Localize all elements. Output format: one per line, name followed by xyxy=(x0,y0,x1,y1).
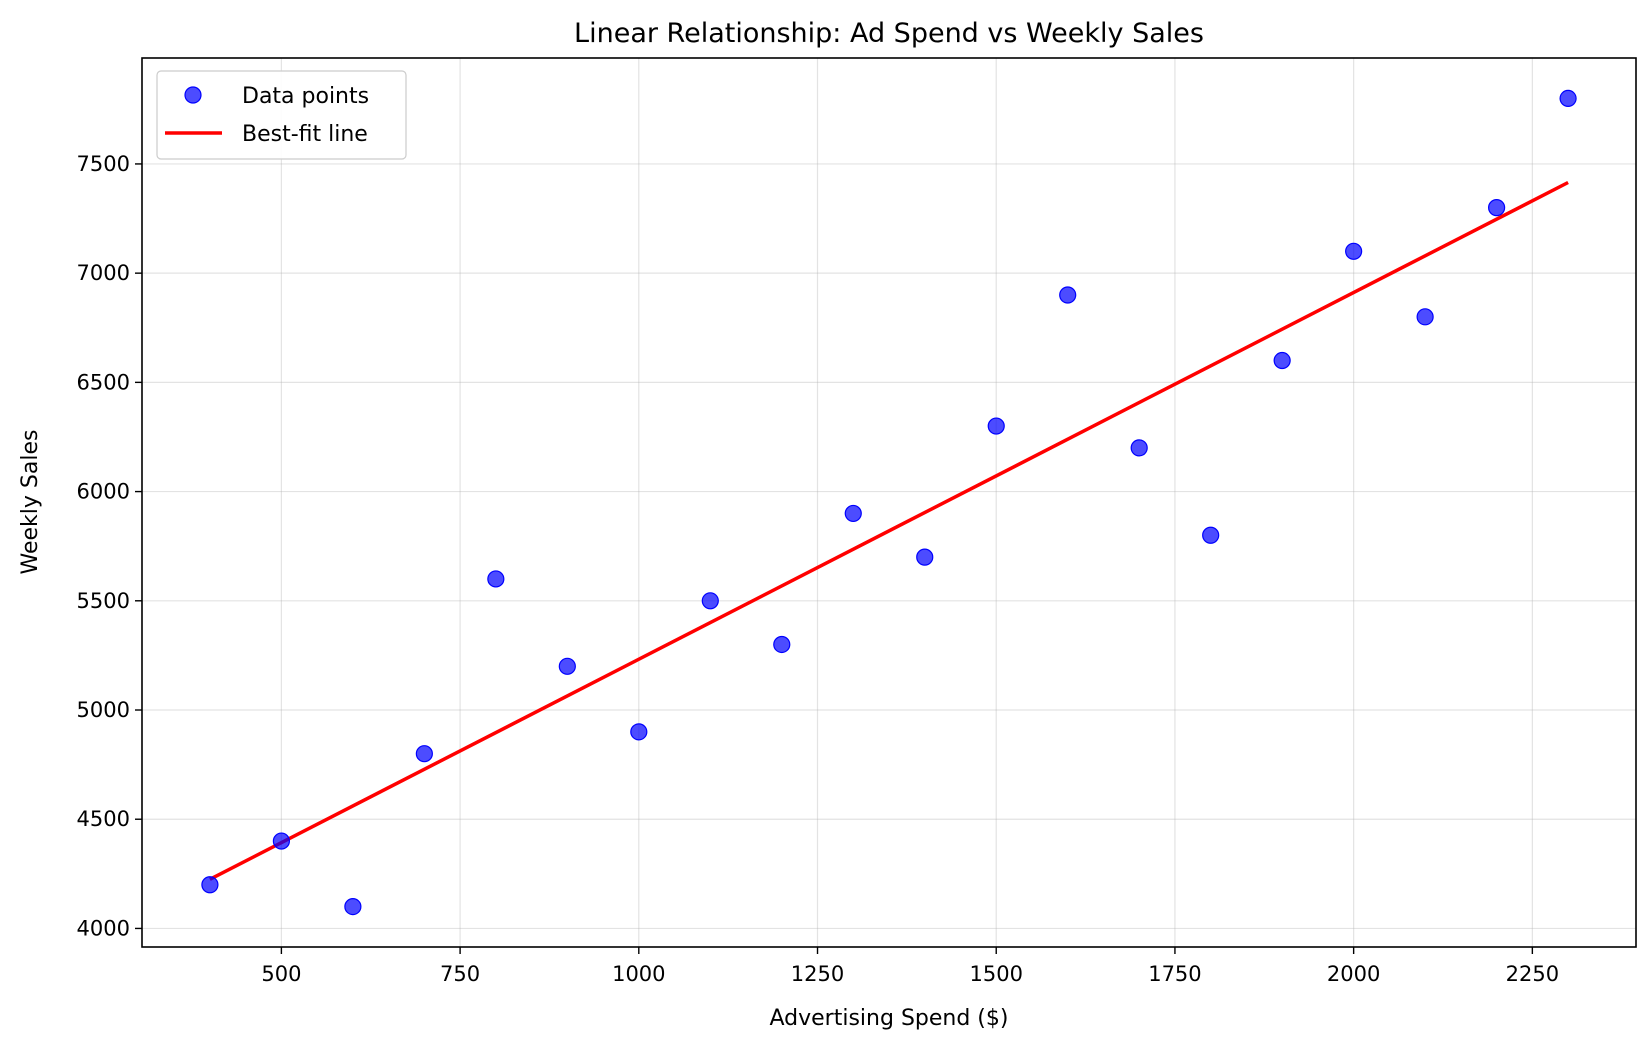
data-point xyxy=(1345,242,1363,260)
x-axis-ticks: 500 750 1000 1250 1500 1750 2000 2250 xyxy=(261,947,1559,986)
x-tick-label: 1250 xyxy=(791,962,844,986)
best-fit-line xyxy=(209,180,1569,881)
y-tick-label: 5000 xyxy=(77,698,130,722)
y-axis-ticks: 4000 4500 5000 5500 6000 6500 7000 7500 xyxy=(77,152,142,940)
data-point xyxy=(1559,89,1577,108)
best-fit-layer xyxy=(209,180,1569,881)
x-tick-label: 2000 xyxy=(1327,962,1380,986)
y-tick-label: 6500 xyxy=(77,370,130,394)
data-points-layer xyxy=(201,89,1577,916)
x-tick-label: 1750 xyxy=(1148,962,1201,986)
data-point xyxy=(987,417,1005,435)
data-point xyxy=(701,592,719,610)
data-point xyxy=(1059,286,1077,304)
data-point xyxy=(630,723,648,741)
data-point xyxy=(1202,526,1220,544)
x-axis-label: Advertising Spend ($) xyxy=(770,1006,1009,1031)
chart-title: Linear Relationship: Ad Spend vs Weekly … xyxy=(574,18,1204,49)
data-point xyxy=(344,897,362,916)
data-point xyxy=(558,657,576,675)
data-point xyxy=(916,548,934,566)
y-tick-label: 6000 xyxy=(77,480,130,504)
data-point xyxy=(1130,439,1148,457)
y-tick-label: 4500 xyxy=(77,807,130,831)
data-point xyxy=(272,832,290,850)
data-point xyxy=(415,745,433,763)
x-tick-label: 2250 xyxy=(1506,962,1559,986)
y-axis-label: Weekly Sales xyxy=(18,430,43,575)
data-point xyxy=(1416,308,1434,326)
plot-frame xyxy=(141,57,1637,948)
data-point xyxy=(773,635,791,654)
y-tick-label: 7000 xyxy=(77,261,130,285)
data-point xyxy=(201,876,219,894)
legend-label-best-fit: Best-fit line xyxy=(242,122,368,147)
y-tick-label: 7500 xyxy=(77,152,130,176)
legend-label-data-points: Data points xyxy=(242,84,369,109)
data-point xyxy=(1273,351,1291,370)
data-point xyxy=(1488,199,1506,217)
x-tick-label: 1000 xyxy=(612,962,665,986)
data-point xyxy=(844,504,862,523)
y-tick-label: 4000 xyxy=(77,916,130,940)
x-tick-label: 500 xyxy=(261,962,301,986)
x-tick-label: 1500 xyxy=(969,962,1022,986)
x-tick-label: 750 xyxy=(440,962,480,986)
y-tick-label: 5500 xyxy=(77,589,130,613)
data-point xyxy=(487,570,505,588)
legend: Data points Best-fit line xyxy=(156,70,407,160)
grid xyxy=(142,58,1636,947)
legend-box xyxy=(156,70,407,160)
legend-marker-data-points xyxy=(184,86,202,104)
